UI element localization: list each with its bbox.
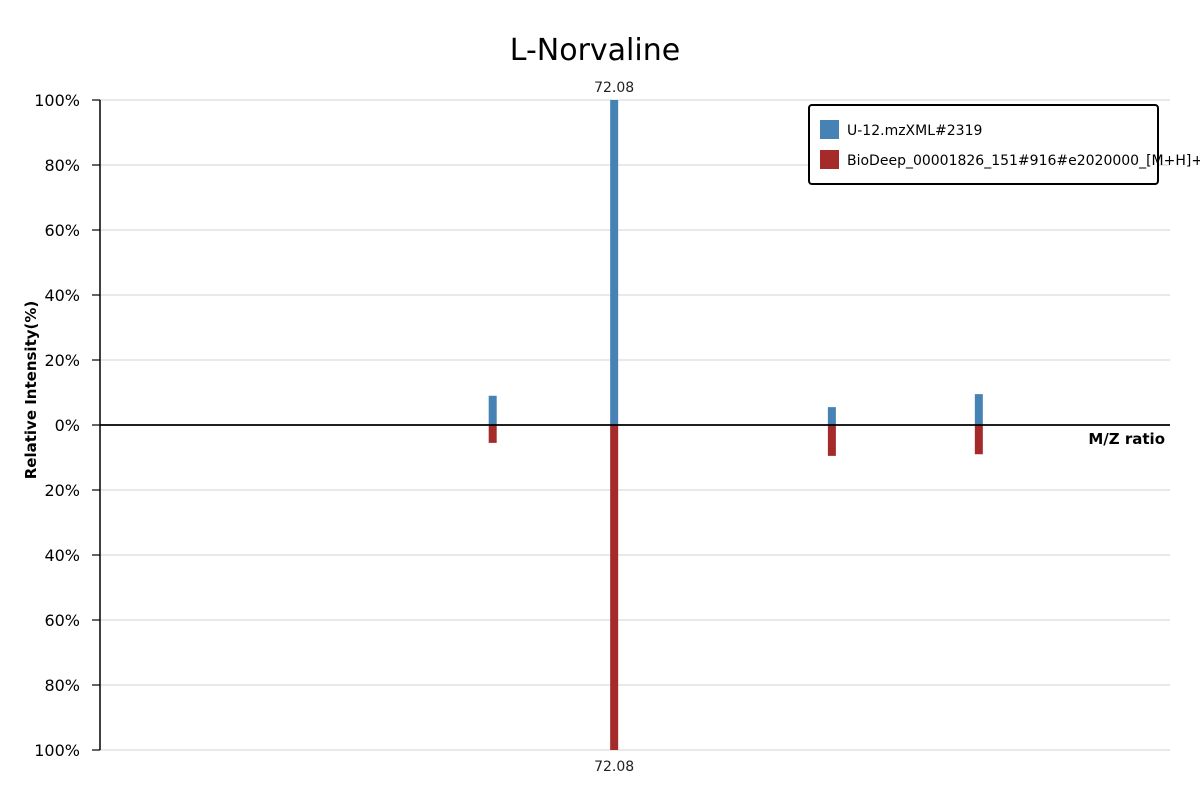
y-tick-label: 100% <box>34 741 80 760</box>
peak-bar <box>488 425 497 443</box>
peak-bar <box>610 100 619 425</box>
y-tick-label: 60% <box>44 221 80 240</box>
legend-label: U-12.mzXML#2319 <box>847 123 982 139</box>
peak-bar <box>827 407 836 425</box>
y-tick-label: 20% <box>44 351 80 370</box>
peak-labels: 72.08 72.08 <box>594 80 634 775</box>
y-tick-label: 40% <box>44 546 80 565</box>
y-axis-title: Relative Intensity(%) <box>22 301 40 480</box>
x-axis-title: M/Z ratio <box>1088 430 1165 448</box>
y-tick-label: 20% <box>44 481 80 500</box>
y-tick-label: 0% <box>55 416 80 435</box>
legend-box <box>808 104 1159 185</box>
gridlines <box>92 99 1170 751</box>
y-tick-labels: 100% 80% 60% 40% 20% 0% 20% 40% 60% 80% 100% <box>34 91 80 760</box>
legend-swatch <box>820 150 839 169</box>
peak-bar <box>488 395 497 425</box>
y-tick-label: 40% <box>44 286 80 305</box>
y-tick-label: 80% <box>44 156 80 175</box>
peak-bar <box>974 394 983 425</box>
peak-bar <box>827 425 836 456</box>
legend-label: BioDeep_00001826_151#916#e2020000_[M+H]+ <box>847 153 1200 169</box>
peak-label: 72.08 <box>594 759 634 775</box>
peak-label: 72.08 <box>594 80 634 96</box>
legend-swatch <box>820 120 839 139</box>
y-tick-label: 80% <box>44 676 80 695</box>
y-tick-label: 100% <box>34 91 80 110</box>
peak-bar <box>610 425 619 750</box>
y-tick-label: 60% <box>44 611 80 630</box>
peak-bar <box>974 425 983 455</box>
chart-title: L-Norvaline <box>510 33 680 68</box>
legend: U-12.mzXML#2319 BioDeep_00001826_151#916#… <box>808 104 1200 185</box>
peak-bars <box>488 100 983 750</box>
